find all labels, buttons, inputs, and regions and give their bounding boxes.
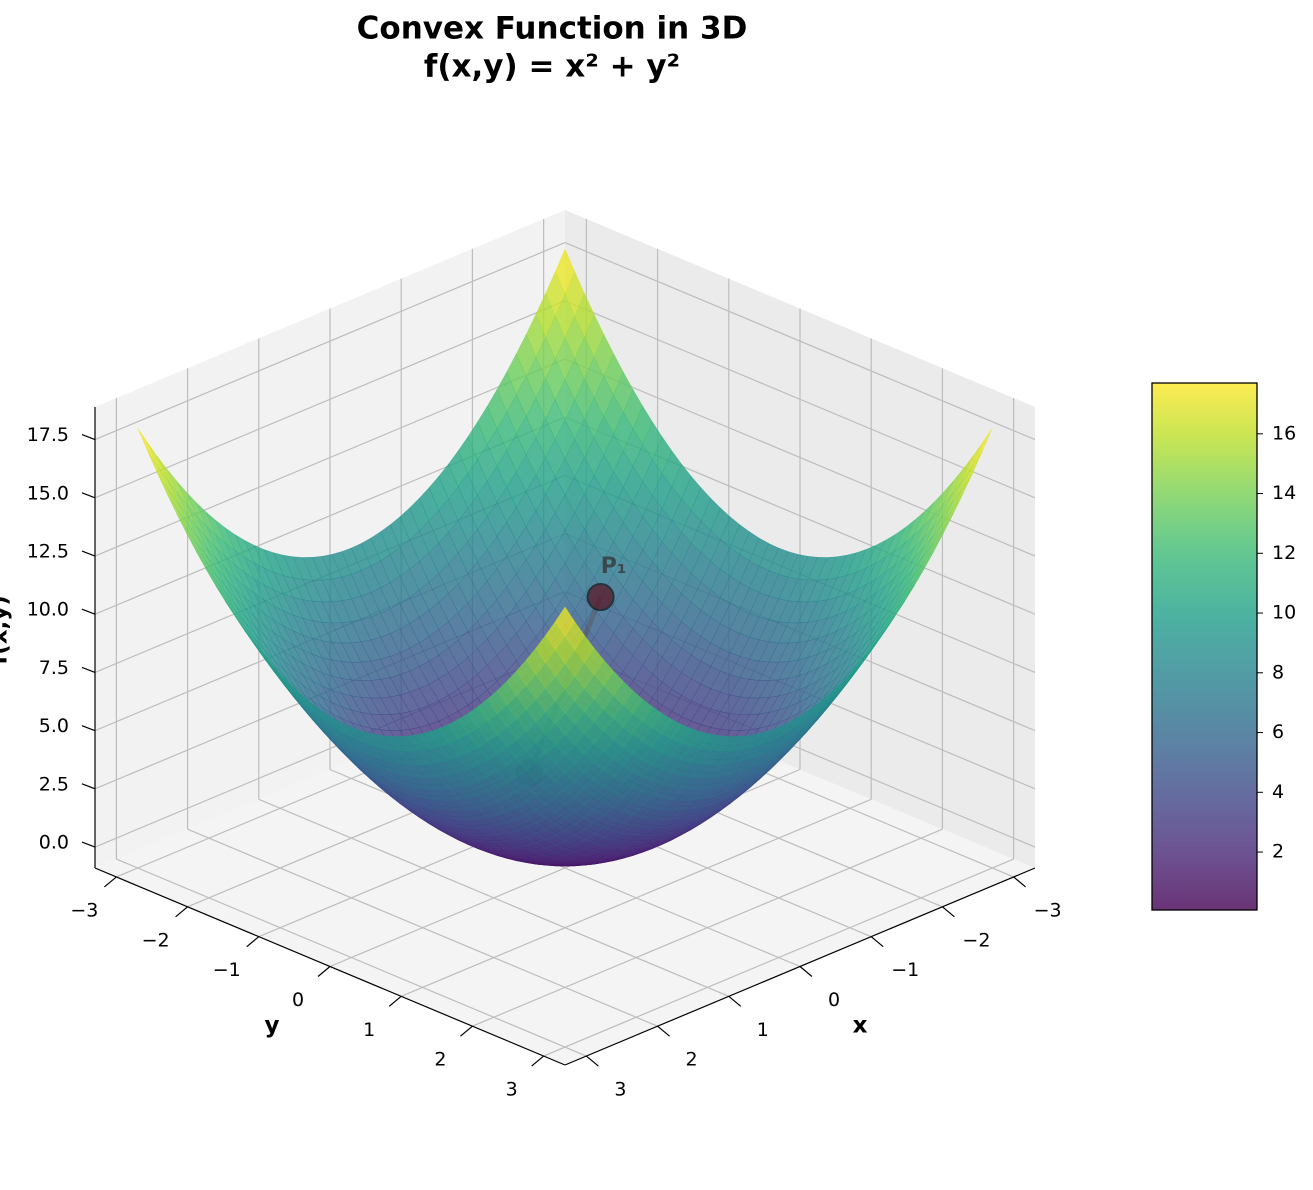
tick-mark (81, 666, 96, 673)
grid-line (94, 300, 566, 499)
tick-mark (81, 492, 96, 499)
surface: P₂P₁ (137, 248, 993, 867)
z-tick-label: 15.0 (27, 482, 69, 504)
x-tick-label: 0 (828, 989, 840, 1011)
tick-mark (81, 608, 96, 615)
y-tick-label: 0 (292, 989, 304, 1011)
grid-line (564, 358, 1036, 557)
tick-mark (531, 1055, 545, 1067)
x-tick-label: −1 (891, 959, 919, 981)
z-tick-label: 5.0 (39, 715, 69, 737)
z-tick-label: 7.5 (39, 657, 69, 679)
x-axis-label: x (853, 1013, 868, 1039)
tick-mark (317, 966, 331, 977)
chart-title: Convex Function in 3D (357, 11, 748, 47)
x-tick-label: −2 (962, 929, 990, 951)
tick-mark (657, 1025, 670, 1037)
z-tick-label: 17.5 (27, 424, 69, 446)
colorbar-tick-label: 8 (1272, 661, 1284, 683)
y-axis-line (94, 867, 566, 1066)
z-tick-label: 0.0 (39, 832, 69, 854)
tick-mark (81, 841, 96, 848)
tick-mark (728, 995, 742, 1007)
colorbar-tick-label: 6 (1272, 721, 1284, 743)
tick-mark (388, 995, 402, 1007)
z-tick-label: 12.5 (27, 541, 69, 563)
surface-patch (555, 606, 575, 637)
y-tick-label: −2 (142, 929, 170, 951)
x-tick-label: 2 (686, 1049, 698, 1071)
colorbar-tick-label: 2 (1272, 841, 1284, 863)
grid-line (564, 242, 1036, 441)
tick-mark (81, 725, 96, 732)
y-tick-label: 3 (506, 1079, 518, 1101)
tick-mark (81, 550, 96, 557)
tick-mark (103, 876, 117, 888)
tick-mark (81, 434, 96, 441)
tick-mark (175, 906, 188, 918)
x-axis-line (564, 867, 1036, 1066)
tick-mark (460, 1025, 473, 1037)
x-tick-label: −3 (1034, 899, 1062, 921)
tick-mark (942, 906, 955, 918)
colorbar-tick-label: 10 (1272, 602, 1296, 624)
grid-line (564, 300, 1036, 499)
colorbar-tick-label: 12 (1272, 542, 1296, 564)
y-tick-label: 1 (363, 1019, 375, 1041)
grid-line (94, 242, 566, 441)
tick-mark (81, 783, 96, 790)
z-tick-label: 2.5 (39, 773, 69, 795)
chart-subtitle: f(x,y) = x² + y² (424, 49, 680, 85)
colorbar-tick-label: 16 (1272, 422, 1296, 444)
grid-line (94, 358, 566, 557)
grid-line (472, 828, 943, 1027)
y-tick-label: 2 (434, 1049, 446, 1071)
colorbar-tick-label: 14 (1272, 482, 1296, 504)
tick-mark (585, 1055, 599, 1067)
z-tick-label: 10.0 (27, 599, 69, 621)
point (586, 583, 615, 612)
tick-mark (799, 966, 813, 977)
grid-line (543, 858, 1014, 1057)
tick-mark (870, 936, 884, 948)
tick-mark (246, 936, 260, 948)
y-axis-label: y (265, 1013, 280, 1039)
y-tick-label: −3 (70, 899, 98, 921)
tick-mark (1013, 876, 1027, 888)
colorbar (1151, 382, 1258, 911)
x-tick-label: 1 (757, 1019, 769, 1041)
colorbar-tick-label: 4 (1272, 781, 1284, 803)
grid-line (400, 798, 872, 997)
z-axis-label: f(x,y) (0, 595, 13, 665)
x-tick-label: 3 (614, 1079, 626, 1101)
point-label: P₁ (601, 554, 627, 579)
y-tick-label: −1 (213, 959, 241, 981)
